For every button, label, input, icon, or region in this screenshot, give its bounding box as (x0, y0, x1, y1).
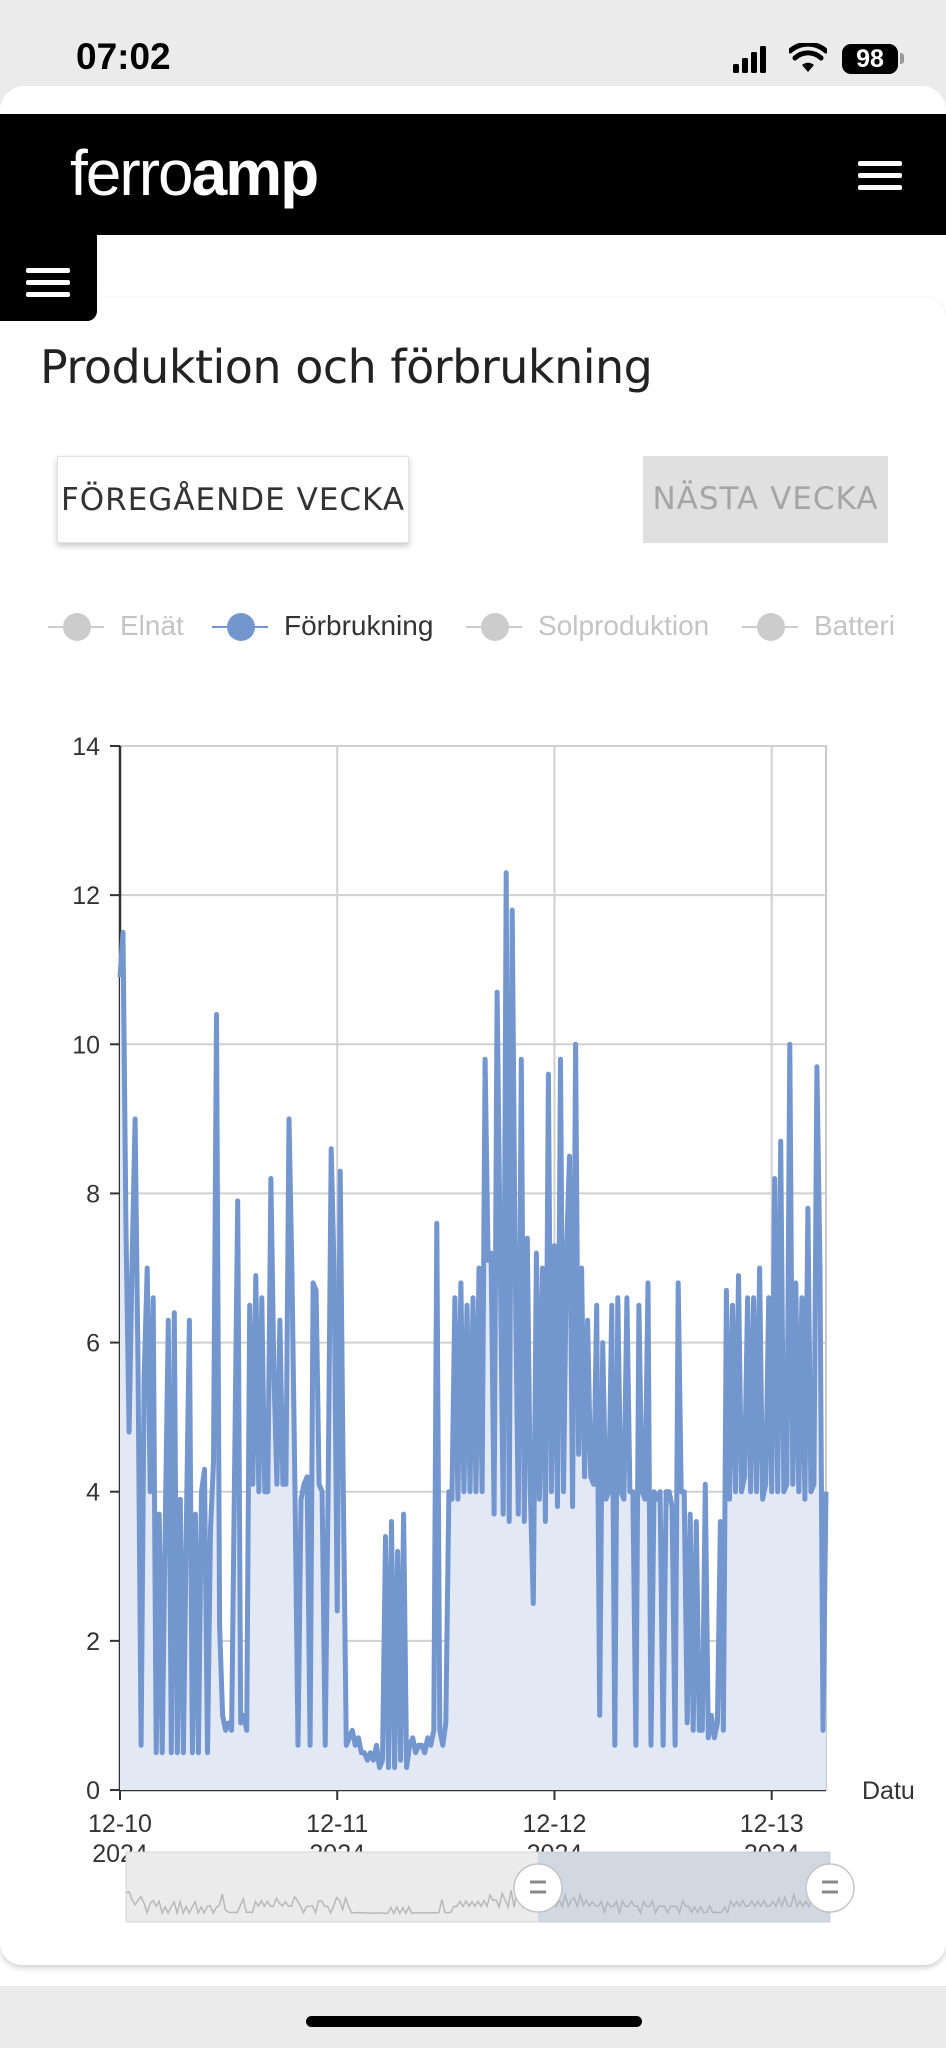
ferroamp-logo[interactable]: ferroamp (70, 137, 320, 209)
zoom-slider-selection (538, 1852, 830, 1922)
previous-week-button[interactable]: FÖREGÅENDE VECKA (57, 456, 409, 543)
y-tick-label: 0 (86, 1777, 100, 1805)
x-axis-label: Datu (862, 1777, 915, 1805)
card-title: Produktion och förbrukning (40, 340, 653, 394)
y-tick-label: 6 (86, 1330, 100, 1358)
status-bar: 07:02 98 (0, 0, 946, 88)
zoom-slider-track (125, 1851, 831, 1923)
handle-knob (805, 1863, 855, 1913)
x-tick-label: 12-11 (306, 1810, 368, 1838)
battery-indicator: 98 (842, 44, 898, 74)
x-tick-label: 12-12 (522, 1810, 586, 1838)
legend-dot-icon (757, 613, 785, 641)
zoom-handle-left[interactable] (513, 1863, 563, 1913)
handle-knob (513, 1863, 563, 1913)
legend-dot-icon (481, 613, 509, 641)
sidebar-menu-icon (26, 268, 70, 298)
sidebar-toggle-button[interactable] (0, 235, 97, 321)
y-tick-label: 4 (86, 1479, 100, 1507)
zoom-slider-preview (125, 1890, 831, 1916)
y-tick-label: 12 (72, 882, 100, 910)
legend-dot-icon (63, 613, 91, 641)
battery-cap (900, 53, 904, 64)
legend-label: Batteri (814, 610, 895, 641)
x-tick-label: 12-13 (740, 1810, 804, 1838)
y-tick-label: 8 (86, 1180, 100, 1208)
legend-label: Elnät (120, 610, 184, 641)
y-tick-label: 14 (72, 733, 100, 761)
legend-label: Solproduktion (538, 610, 710, 641)
zoom-handle-right[interactable] (805, 1863, 855, 1913)
top-navbar (0, 114, 946, 235)
y-tick-label: 10 (72, 1031, 100, 1059)
next-week-button[interactable]: NÄSTA VECKA (643, 456, 888, 543)
consumption-chart: 0246810121412-10202412-11202412-12202412… (72, 733, 915, 1923)
series-line (117, 870, 829, 1771)
logo-bold: amp (191, 137, 320, 209)
main-menu-icon[interactable] (858, 161, 902, 191)
wifi-icon (789, 43, 827, 72)
legend-dot-icon (227, 613, 255, 641)
status-time: 07:02 (76, 36, 171, 77)
legend-label: Förbrukning (284, 610, 434, 641)
home-indicator (306, 2016, 642, 2027)
cellular-signal-icon (733, 46, 766, 73)
logo-light: ferro (70, 137, 194, 209)
y-tick-label: 2 (86, 1628, 100, 1656)
chart-legend: Elnät Förbrukning Solproduktion Batteri (48, 605, 898, 649)
x-tick-label: 12-10 (88, 1810, 152, 1838)
